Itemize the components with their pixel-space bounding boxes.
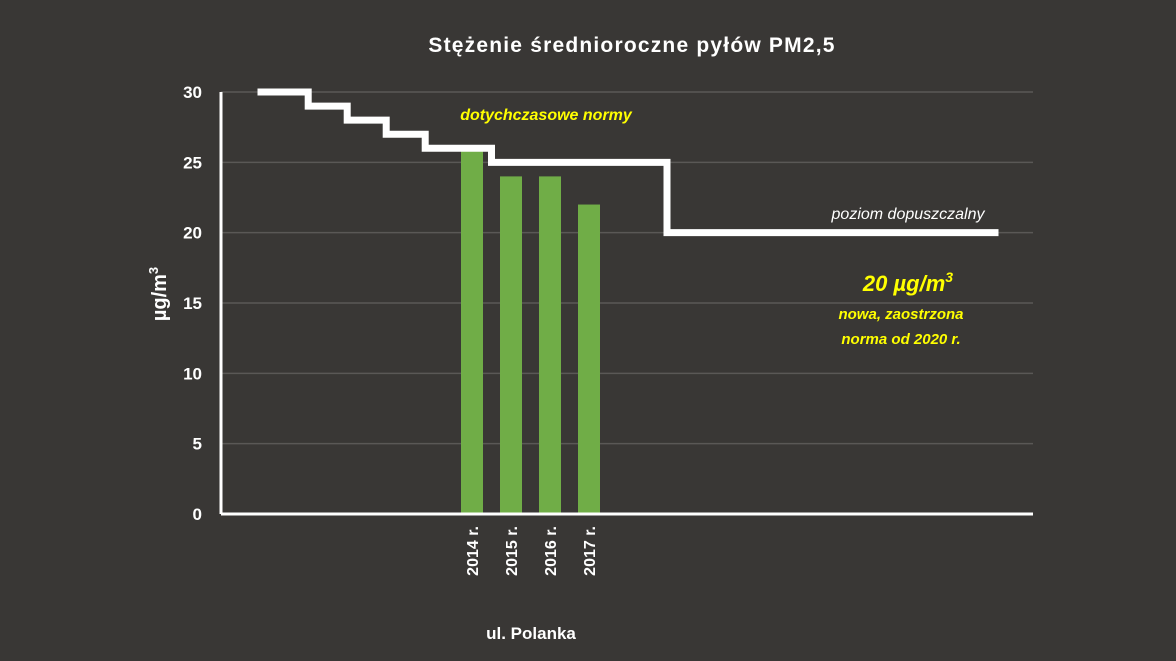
x-axis-title: ul. Polanka [486,624,576,643]
limit-line-label: poziom dopuszczalny [831,206,986,223]
x-tick-label: 2016 r. [543,526,560,576]
y-tick-label: 0 [193,505,202,524]
new-norm-line-1: nowa, zaostrzona [838,306,963,323]
new-norm-value: 20 µg/m3 [862,269,953,296]
bar [500,176,522,514]
chart-title: Stężenie średnioroczne pyłów PM2,5 [428,34,835,57]
y-tick-label: 20 [183,224,202,243]
bar [578,204,600,515]
x-axis-labels: 2014 r. 2015 r. 2016 r. 2017 r. [465,526,599,576]
x-tick-label: 2014 r. [465,526,482,576]
bar [539,176,561,514]
x-tick-label: 2017 r. [582,526,599,576]
gridlines [221,91,1033,445]
y-tick-label: 25 [183,153,202,172]
old-norms-annotation: dotychczasowe normy [460,107,633,124]
limit-line [257,88,999,237]
bar [461,148,483,514]
x-tick-label: 2015 r. [504,526,521,576]
bars [461,148,600,515]
y-axis-ticks: 0 5 10 15 20 25 30 [183,83,202,524]
y-tick-label: 5 [193,435,202,454]
y-tick-label: 15 [183,294,202,313]
y-tick-label: 30 [183,83,202,102]
y-tick-label: 10 [183,364,202,383]
new-norm-line-2: norma od 2020 r. [841,331,960,348]
y-axis-title: µg/m3 [146,267,171,321]
